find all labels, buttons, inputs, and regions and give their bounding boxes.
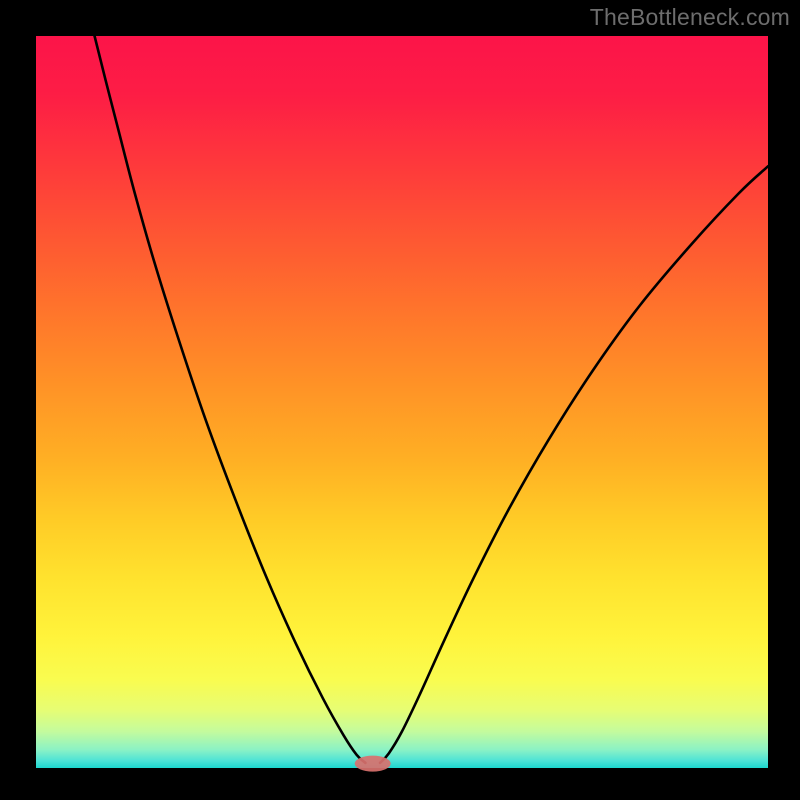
chart-container: TheBottleneck.com [0,0,800,800]
watermark-text: TheBottleneck.com [590,4,790,31]
plot-area [36,36,768,768]
bottleneck-chart [0,0,800,800]
bottleneck-marker [355,756,391,772]
